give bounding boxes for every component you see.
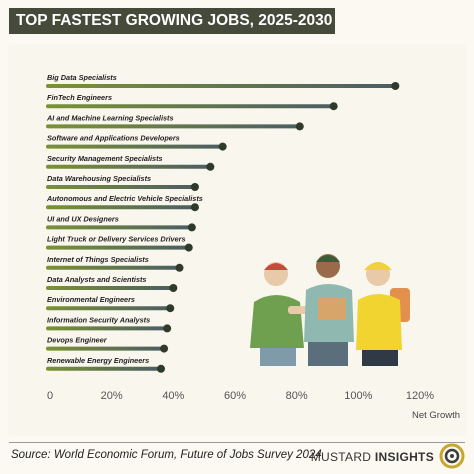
bar-label: Data Warehousing Specialists — [47, 174, 151, 183]
bar — [46, 164, 211, 169]
bar — [46, 306, 171, 311]
bar — [46, 346, 165, 351]
bar-end-dot — [391, 82, 400, 90]
x-tick-label: 80% — [286, 390, 308, 402]
x-tick-label: 0 — [47, 390, 53, 402]
bar-end-dot — [218, 142, 227, 151]
bar-label: Big Data Specialists — [47, 73, 117, 82]
workers-illustration — [250, 254, 410, 366]
brand-logo-icon — [439, 443, 465, 469]
bar — [46, 84, 396, 88]
x-tick-label: 40% — [162, 390, 184, 402]
bar-label: Light Truck or Delivery Services Drivers — [47, 235, 186, 244]
bar — [46, 326, 168, 331]
x-tick-label: 60% — [224, 390, 246, 402]
bar-label: Software and Applications Developers — [47, 134, 180, 143]
bar-label: UI and UX Designers — [47, 214, 119, 223]
bar-end-dot — [169, 284, 178, 292]
bar-label: Renewable Energy Engineers — [47, 356, 149, 365]
footer-divider — [9, 442, 465, 443]
bar — [46, 286, 174, 290]
bar — [46, 245, 189, 250]
bar-end-dot — [166, 304, 175, 313]
bar — [46, 265, 180, 270]
bar-label: FinTech Engineers — [47, 93, 112, 102]
x-axis-title: Net Growth — [412, 410, 460, 421]
bar — [46, 225, 192, 230]
x-tick-label: 20% — [101, 390, 123, 402]
bar-end-dot — [157, 364, 165, 373]
bar-end-dot — [190, 183, 199, 191]
bar-label: Security Management Specialists — [47, 154, 163, 163]
brand-name-bold: INSIGHTS — [374, 450, 434, 464]
source-text: Source: World Economic Forum, Future of … — [11, 449, 322, 461]
bar-end-dot — [160, 344, 169, 353]
x-tick-label: 120% — [406, 390, 434, 402]
bar-end-dot — [295, 122, 304, 131]
bar — [46, 124, 300, 129]
bar — [46, 205, 195, 210]
bar-label: Information Security Analysts — [47, 315, 150, 324]
bar-end-dot — [206, 162, 215, 171]
bar-label: Devops Engineer — [47, 336, 108, 345]
bar-label: Environmental Engineers — [47, 295, 135, 304]
x-tick-label: 100% — [344, 390, 372, 402]
bar-end-dot — [163, 324, 172, 333]
bar — [46, 185, 195, 189]
chart: Big Data Specialists FinTech Engineers AI … — [46, 73, 460, 421]
bar-end-dot — [175, 263, 184, 272]
brand-name: MUSTARD INSIGHTS — [311, 450, 434, 464]
bar-label: AI and Machine Learning Specialists — [46, 113, 174, 122]
bar — [46, 104, 334, 109]
bar-end-dot — [190, 203, 199, 212]
page-title: TOP FASTEST GROWING JOBS, 2025-2030 — [9, 8, 335, 34]
bar-end-dot — [329, 102, 338, 111]
brand-name-light: MUSTARD — [310, 450, 372, 464]
bar-end-dot — [184, 243, 193, 252]
chart-area: Big Data Specialists FinTech Engineers AI … — [8, 44, 466, 436]
bar-label: Internet of Things Specialists — [47, 255, 149, 264]
bar-end-dot — [187, 223, 196, 232]
bar-label: Autonomous and Electric Vehicle Speciali… — [46, 194, 203, 203]
bar-label: Data Analysts and Scientists — [47, 275, 147, 284]
bar — [46, 366, 161, 371]
bar — [46, 144, 223, 149]
